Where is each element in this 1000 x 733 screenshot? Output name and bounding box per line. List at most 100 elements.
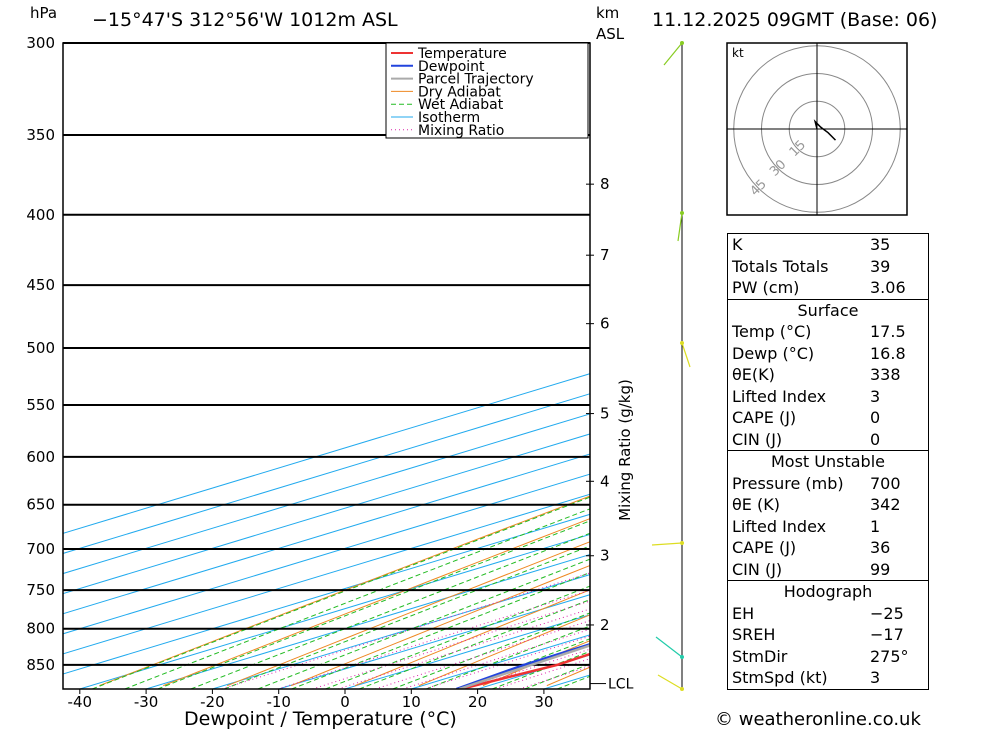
dry-adiabat-line [227, 541, 590, 687]
mu-theta-row: θE (K) 342 [732, 495, 901, 514]
x-tick-label: 10 [402, 693, 421, 711]
pressure-tick-label: 550 [26, 396, 55, 414]
hodograph-unit-label: kt [732, 46, 744, 60]
wind-barb-line [655, 636, 683, 658]
surface-cape-row: CAPE (J) 0 [732, 408, 881, 427]
surface-temp-row: Temp (°C) 17.5 [732, 322, 906, 341]
km-tick-label: 2 [600, 616, 610, 634]
km-tick-label: 5 [600, 405, 610, 423]
mixing-ratio-label: 1 [939, 443, 946, 456]
dry-adiabat-line [994, 43, 1000, 686]
legend-label: Dry Adiabat [418, 84, 501, 100]
surface-section: Surface Temp (°C) 17.5 Dewp (°C) 16.8 θE(K… [728, 298, 928, 451]
km-tick-label: 7 [600, 246, 610, 264]
mu-pressure-row: Pressure (mb) 700 [732, 473, 901, 493]
isotherm-line [63, 453, 590, 615]
dry-adiabat-line [930, 43, 1000, 686]
surface-cin-row: CIN (J) 0 [732, 429, 881, 449]
lcl-label: LCL [608, 677, 634, 693]
wind-barb-line [657, 674, 683, 690]
pressure-tick-label: 450 [26, 276, 55, 294]
wet-adiabat-line [359, 599, 590, 689]
km-tick-label: 3 [600, 547, 610, 565]
wet-adiabat-line [91, 496, 590, 689]
wet-adiabat-line [325, 585, 590, 689]
wind-barb-line [651, 542, 683, 546]
eh-row: EH −25 [732, 603, 904, 623]
legend-box [385, 42, 589, 139]
pressure-tick-label: 500 [26, 339, 55, 357]
km-unit-label: km [596, 4, 620, 22]
isotherm-line [63, 493, 590, 655]
sreh-row: SREH −17 [732, 625, 904, 644]
pressure-tick-label: 700 [26, 540, 55, 558]
pressure-tick-label: 750 [26, 581, 55, 599]
isotherm-line [145, 553, 590, 689]
legend-label: Temperature [417, 46, 507, 62]
surface-title: Surface [797, 300, 859, 320]
x-tick-label: 20 [468, 693, 487, 711]
km-tick-label: 8 [600, 175, 610, 193]
mu-cape-row: CAPE (J) 36 [732, 538, 891, 557]
wind-barb-line [663, 42, 683, 66]
x-tick-label: 0 [340, 693, 350, 711]
precipitable-water-row: PW (cm) 3.06 [732, 278, 906, 297]
mu-li-row: Lifted Index 1 [732, 516, 881, 536]
wet-adiabat-line [124, 508, 590, 689]
x-tick-label: -10 [266, 693, 291, 711]
legend-label: Parcel Trajectory [418, 72, 534, 88]
indices-panel: K 35 Totals Totals 39 PW (cm) 3.06 Surface … [727, 233, 929, 690]
dry-adiabat-line [290, 564, 590, 687]
wind-barb-line [681, 342, 691, 368]
dry-adiabat-line [418, 614, 590, 687]
copyright-text: © weatheronline.co.uk [715, 709, 921, 730]
surface-dewp-row: Dewp (°C) 16.8 [732, 343, 906, 363]
legend-label: Wet Adiabat [418, 97, 504, 113]
dry-adiabat-line [99, 495, 590, 687]
pressure-tick-label: 850 [26, 656, 55, 674]
pressure-tick-label: 300 [26, 34, 55, 52]
x-tick-label: 30 [534, 693, 553, 711]
mixing-ratio-label: 2 [993, 443, 1000, 456]
most-unstable-section: Most Unstable Pressure (mb) 700 θE (K) 342… [728, 450, 928, 580]
location-title: −15°47'S 312°56'W 1012m ASL [92, 9, 398, 31]
surface-theta-row: θE(K) 338 [732, 365, 901, 384]
plot-frame [62, 42, 591, 690]
x-axis-title: Dewpoint / Temperature (°C) [184, 708, 457, 730]
pressure-tick-label: 650 [26, 496, 55, 514]
datetime-title: 11.12.2025 09GMT (Base: 06) [652, 9, 938, 31]
totals-totals-row: Totals Totals 39 [732, 256, 891, 276]
isotherm-line [63, 473, 590, 635]
hodograph-title: Hodograph [783, 582, 873, 601]
x-tick-label: -20 [200, 693, 225, 711]
isotherm-line [63, 433, 590, 595]
x-tick-label: -40 [68, 693, 93, 711]
km-tick-label: 4 [600, 472, 610, 490]
dry-adiabat-line [163, 518, 590, 687]
wind-barb-line [677, 212, 683, 242]
pressure-unit-label: hPa [30, 4, 58, 22]
stmspd-row: StmSpd (kt) 3 [732, 668, 881, 687]
pressure-tick-label: 800 [26, 620, 55, 638]
k-index-row: K 35 [732, 235, 891, 254]
pressure-tick-label: 400 [26, 206, 55, 224]
legend-label: Isotherm [418, 110, 480, 126]
x-tick-label: -30 [134, 693, 159, 711]
wet-adiabat-line [392, 612, 590, 689]
dry-adiabat-line [354, 589, 590, 687]
asl-unit-label: ASL [596, 25, 625, 43]
pressure-tick-label: 350 [26, 126, 55, 144]
mu-cin-row: CIN (J) 99 [732, 559, 891, 579]
hodograph-trace [813, 119, 837, 141]
legend-label: Dewpoint [418, 59, 485, 75]
legend-label: Mixing Ratio [418, 123, 504, 139]
surface-li-row: Lifted Index 3 [732, 386, 881, 406]
most-unstable-title: Most Unstable [771, 452, 885, 471]
km-tick-label: 6 [600, 315, 610, 333]
stmdir-row: StmDir 275° [732, 646, 909, 666]
pressure-tick-label: 600 [26, 448, 55, 466]
mixing-ratio-axis-label: Mixing Ratio (g/kg) [616, 379, 634, 521]
